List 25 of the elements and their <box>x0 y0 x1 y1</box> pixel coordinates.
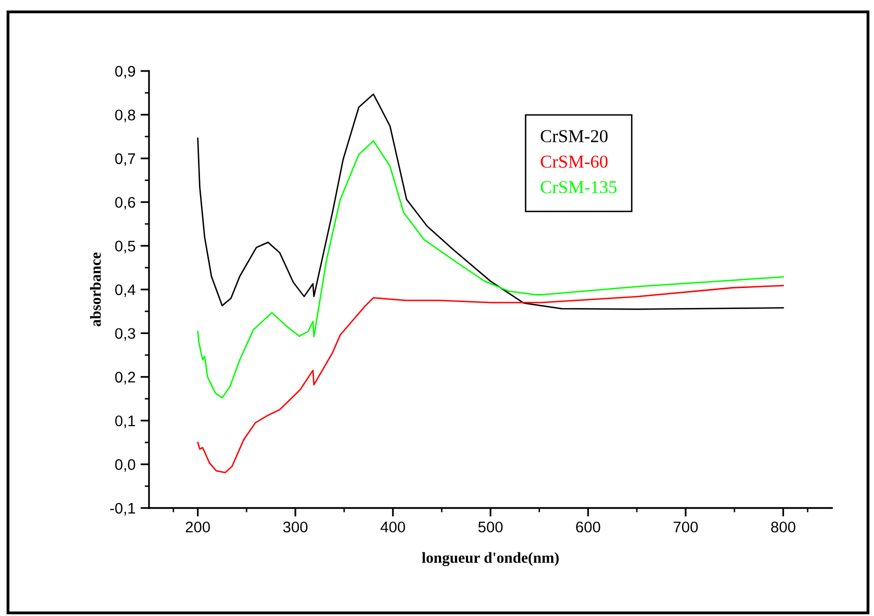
x-tick-label: 300 <box>283 522 308 532</box>
y-tick-label: 0,3 <box>115 328 136 341</box>
y-tick-label: 0,6 <box>115 196 136 210</box>
y-tick-label: -0,1 <box>110 502 136 516</box>
x-tick-label: 600 <box>576 522 600 532</box>
line-series <box>197 93 784 310</box>
x-tick-label: 700 <box>674 522 698 532</box>
y-tick-label: 0,5 <box>115 240 136 254</box>
x-tick-label: 400 <box>380 522 406 532</box>
x-tick-label: 800 <box>771 522 796 532</box>
text: CrSM-20 <box>540 130 608 142</box>
text: CrSM-60 <box>540 156 608 168</box>
y-tick-label: 0,4 <box>115 284 136 297</box>
y-tick-label: 0,0 <box>115 459 136 472</box>
x-tick-label: 500 <box>478 522 503 532</box>
y-tick-label: 0,7 <box>115 153 136 166</box>
y-tick-label: 0,2 <box>115 372 136 384</box>
x-axis-title: longueur d'onde(nm) <box>422 552 559 566</box>
y-axis-title: absorbance <box>90 252 101 326</box>
y-tick-label: 0,8 <box>115 110 136 122</box>
x-tick-label: 200 <box>186 522 210 532</box>
line-series <box>197 284 784 474</box>
y-tick-label: 0,1 <box>115 415 136 428</box>
y-tick-label: 0,9 <box>115 66 136 78</box>
text: CrSM-135 <box>540 181 617 194</box>
